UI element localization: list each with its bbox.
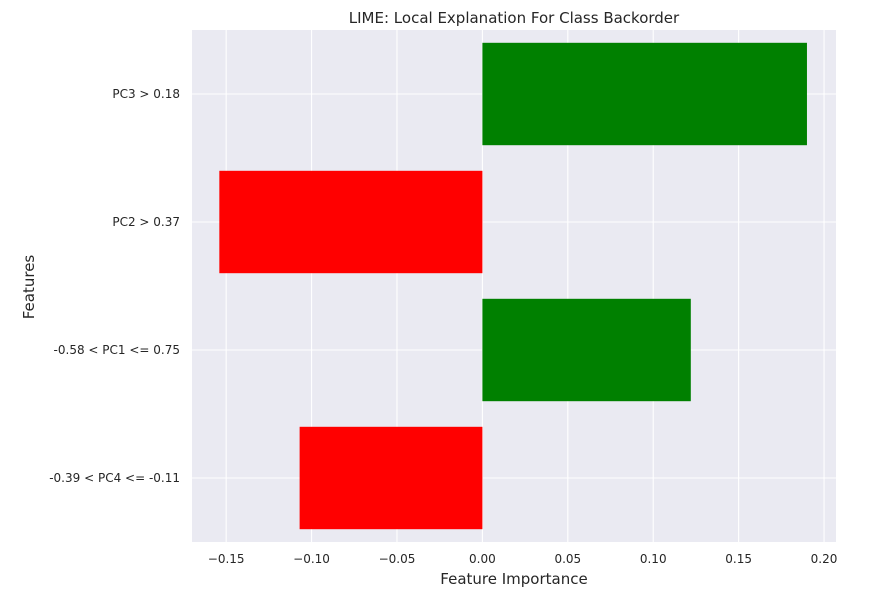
x-tick-label: −0.15 [208,552,245,566]
x-tick-label: 0.05 [554,552,581,566]
x-tick-label: 0.10 [640,552,667,566]
bar [482,42,807,146]
bar [482,298,691,402]
x-tick-label: 0.15 [725,552,752,566]
x-tick-labels: −0.15 −0.10 −0.05 0.00 0.05 0.10 0.15 0.20 [208,552,838,566]
x-tick-label: 0.00 [469,552,496,566]
x-tick-label: −0.10 [293,552,330,566]
y-tick-label: PC3 > 0.18 [112,87,180,101]
chart-title: LIME: Local Explanation For Class Backor… [349,9,680,27]
x-tick-label: −0.05 [379,552,416,566]
y-axis-label: Features [20,255,38,320]
y-tick-labels: PC3 > 0.18 PC2 > 0.37 -0.58 < PC1 <= 0.75 -… [49,87,180,485]
y-tick-label: -0.39 < PC4 <= -0.11 [49,471,180,485]
x-tick-label: 0.20 [811,552,838,566]
y-tick-label: PC2 > 0.37 [112,215,180,229]
x-axis-label: Feature Importance [440,570,587,588]
bar [299,426,483,530]
y-tick-label: -0.58 < PC1 <= 0.75 [54,343,180,357]
bars [219,42,807,530]
bar [219,170,483,274]
